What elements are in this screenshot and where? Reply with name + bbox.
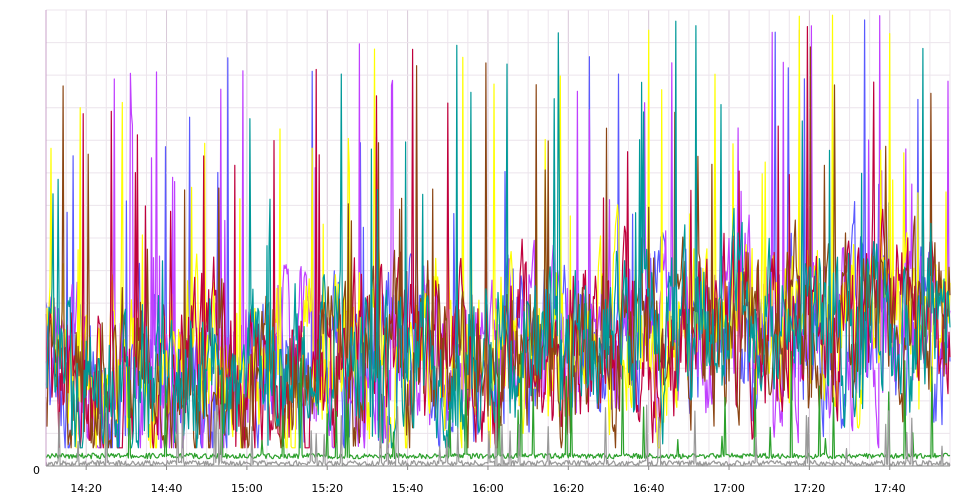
- x-tick-label: 16:40: [633, 482, 665, 495]
- x-tick-label: 15:20: [311, 482, 343, 495]
- x-axis-ticks: 14:20 14:40 15:00 15:20 15:40 16:00 16:20 16:40…: [70, 466, 906, 495]
- x-tick-label: 16:00: [472, 482, 504, 495]
- y-tick-label: 0: [33, 464, 40, 477]
- x-tick-label: 15:40: [392, 482, 424, 495]
- series-line-3: [45, 14, 951, 449]
- chart-series-group: [45, 14, 951, 467]
- x-tick-label: 14:20: [70, 482, 102, 495]
- x-tick-label: 17:00: [713, 482, 745, 495]
- x-tick-label: 14:40: [151, 482, 183, 495]
- x-tick-label: 15:00: [231, 482, 263, 495]
- x-tick-label: 17:20: [794, 482, 826, 495]
- y-axis-ticks: 0: [33, 464, 40, 477]
- chart-axes: [45, 10, 950, 467]
- series-line-7: [45, 350, 951, 460]
- x-tick-label: 17:40: [874, 482, 906, 495]
- x-tick-label: 16:20: [552, 482, 584, 495]
- series-line-6: [45, 20, 951, 449]
